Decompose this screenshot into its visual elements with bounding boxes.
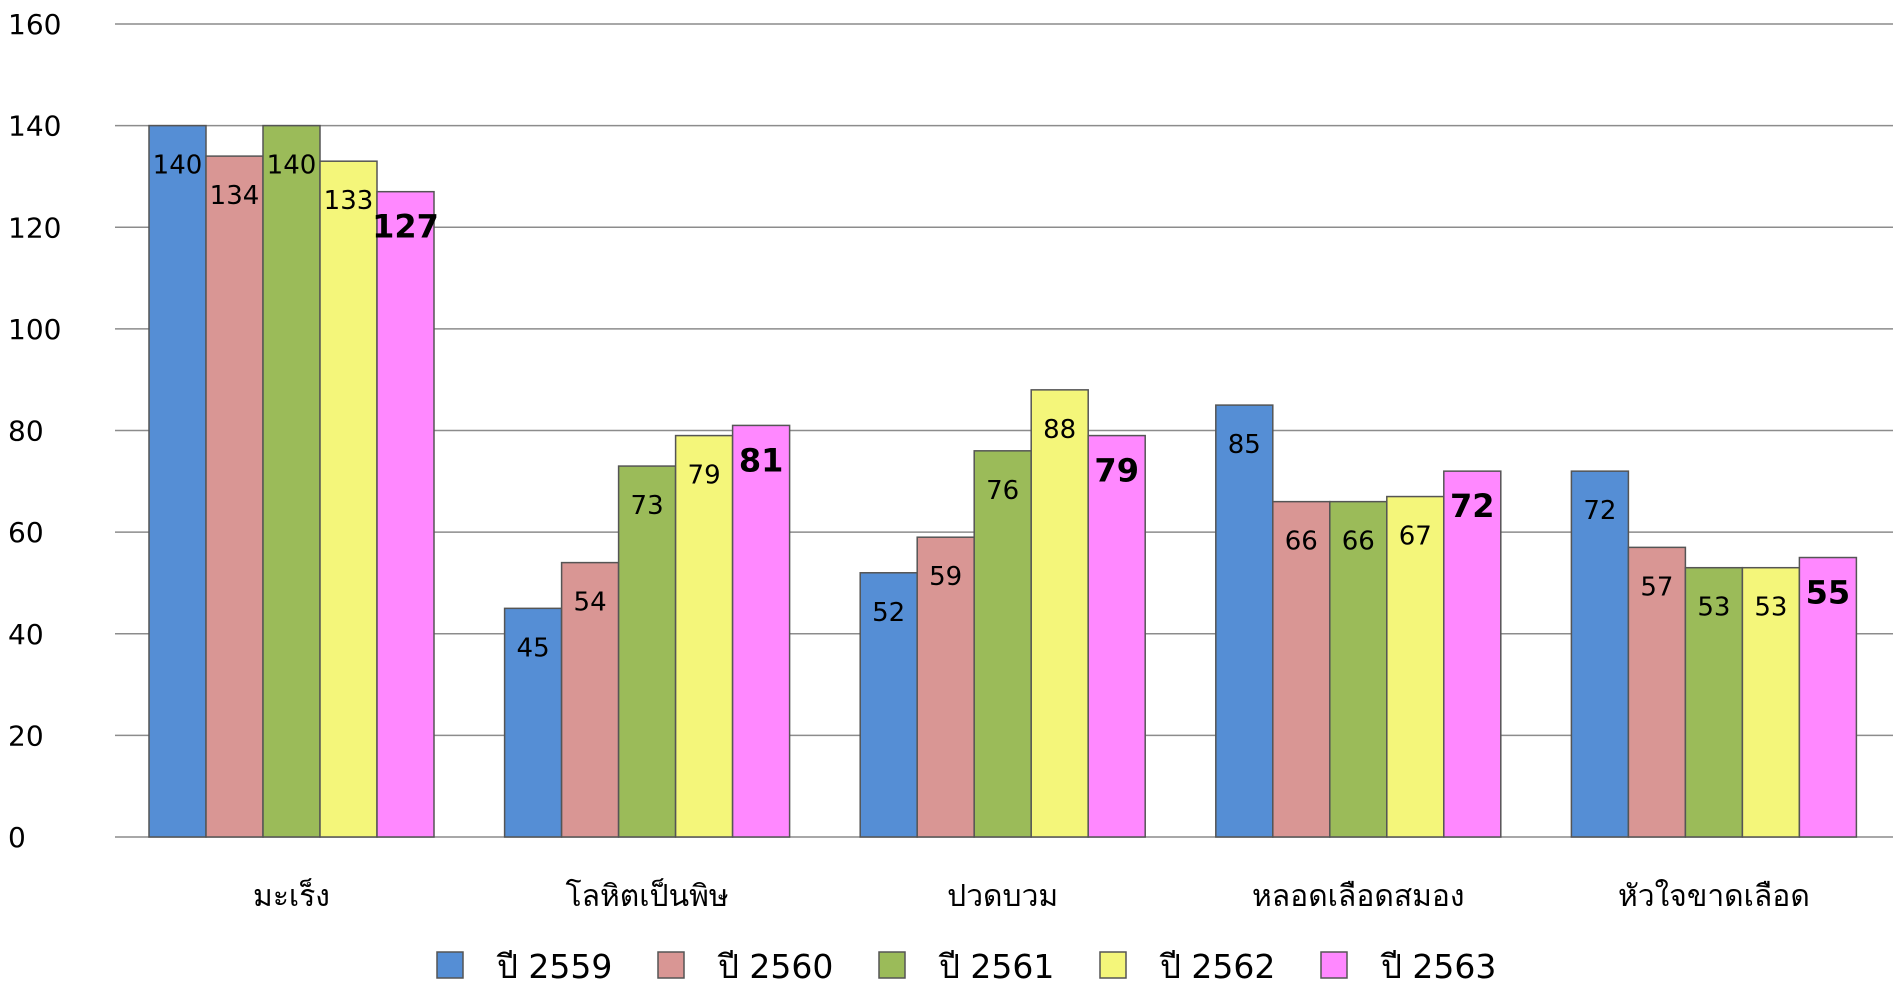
data-label: 66	[1285, 527, 1318, 557]
data-label: 59	[929, 562, 962, 592]
bar	[859, 572, 918, 838]
bar	[674, 434, 734, 838]
x-category-label: ปวดบวม	[947, 879, 1058, 914]
bar	[1329, 500, 1388, 838]
data-label: 81	[739, 441, 784, 479]
bar	[262, 124, 321, 838]
legend-swatch	[1320, 951, 1348, 979]
bar	[1570, 470, 1630, 838]
bar	[1798, 556, 1858, 838]
data-label: 53	[1697, 593, 1730, 623]
bar	[1272, 500, 1331, 838]
bar	[1443, 470, 1502, 838]
x-category-label: โลหิตเป็นพิษ	[566, 877, 729, 914]
bar	[973, 450, 1032, 838]
x-category-label: หลอดเลือดสมอง	[1252, 879, 1465, 914]
data-label: 45	[517, 633, 550, 663]
data-label: 73	[631, 491, 664, 521]
y-tick-label: 60	[8, 516, 44, 549]
bar	[617, 465, 677, 838]
bar	[319, 160, 378, 838]
data-label: 76	[986, 476, 1019, 506]
y-tick-label: 40	[8, 618, 44, 651]
y-tick-label: 20	[8, 719, 44, 752]
x-axis-categories: มะเร็ง โลหิตเป็นพิษ ปวดบวม หลอดเลือดสมอง หัว…	[253, 877, 1810, 914]
y-tick-label: 0	[8, 821, 26, 854]
x-category-label: หัวใจขาดเลือด	[1618, 879, 1810, 914]
data-label: 54	[574, 588, 607, 618]
y-tick-label: 80	[8, 415, 44, 448]
data-label: 72	[1583, 496, 1616, 526]
bar	[1741, 566, 1801, 838]
legend-swatch	[657, 951, 685, 979]
data-label: 133	[324, 186, 374, 216]
bar	[731, 424, 791, 838]
data-label: 55	[1806, 574, 1851, 612]
data-label: 52	[872, 598, 905, 628]
legend-swatch	[878, 951, 906, 979]
bar	[1627, 546, 1687, 838]
bar	[205, 155, 264, 838]
data-label: 140	[153, 151, 203, 181]
data-label: 140	[267, 151, 317, 181]
data-label: 72	[1450, 487, 1495, 525]
bar	[376, 190, 435, 838]
bar	[1030, 389, 1089, 838]
data-label: 66	[1342, 527, 1375, 557]
data-label: 79	[1094, 452, 1139, 490]
bar	[1087, 434, 1146, 838]
data-label: 85	[1228, 430, 1261, 460]
data-label: 57	[1640, 572, 1673, 602]
legend-label: ปี 2559	[496, 947, 613, 986]
legend: ปี 2559 ปี 2560 ปี 2561 ปี 2562 ปี 2563	[436, 947, 1497, 986]
y-tick-label: 120	[8, 211, 61, 244]
legend-label: ปี 2562	[1159, 947, 1276, 986]
y-tick-label: 140	[8, 110, 61, 143]
bar	[1215, 404, 1274, 838]
legend-swatch	[1099, 951, 1127, 979]
bar	[503, 607, 563, 838]
y-tick-label: 160	[8, 8, 61, 41]
bar	[148, 124, 207, 838]
bars	[148, 124, 1858, 838]
legend-swatch	[436, 951, 464, 979]
legend-label: ปี 2560	[717, 947, 834, 986]
data-label: 79	[688, 461, 721, 491]
data-label: 127	[372, 208, 439, 246]
bar	[1684, 566, 1744, 838]
data-label: 88	[1043, 415, 1076, 445]
legend-label: ปี 2561	[938, 947, 1055, 986]
y-tick-label: 100	[8, 313, 61, 346]
legend-label: ปี 2563	[1380, 947, 1497, 986]
data-label: 53	[1754, 593, 1787, 623]
data-label: 67	[1399, 522, 1432, 552]
y-axis-ticks: 0 20 40 60 80 100 120 140 160	[8, 8, 61, 854]
data-label: 134	[210, 181, 260, 211]
bar	[1386, 495, 1445, 838]
x-category-label: มะเร็ง	[253, 877, 330, 914]
bar	[560, 561, 620, 838]
